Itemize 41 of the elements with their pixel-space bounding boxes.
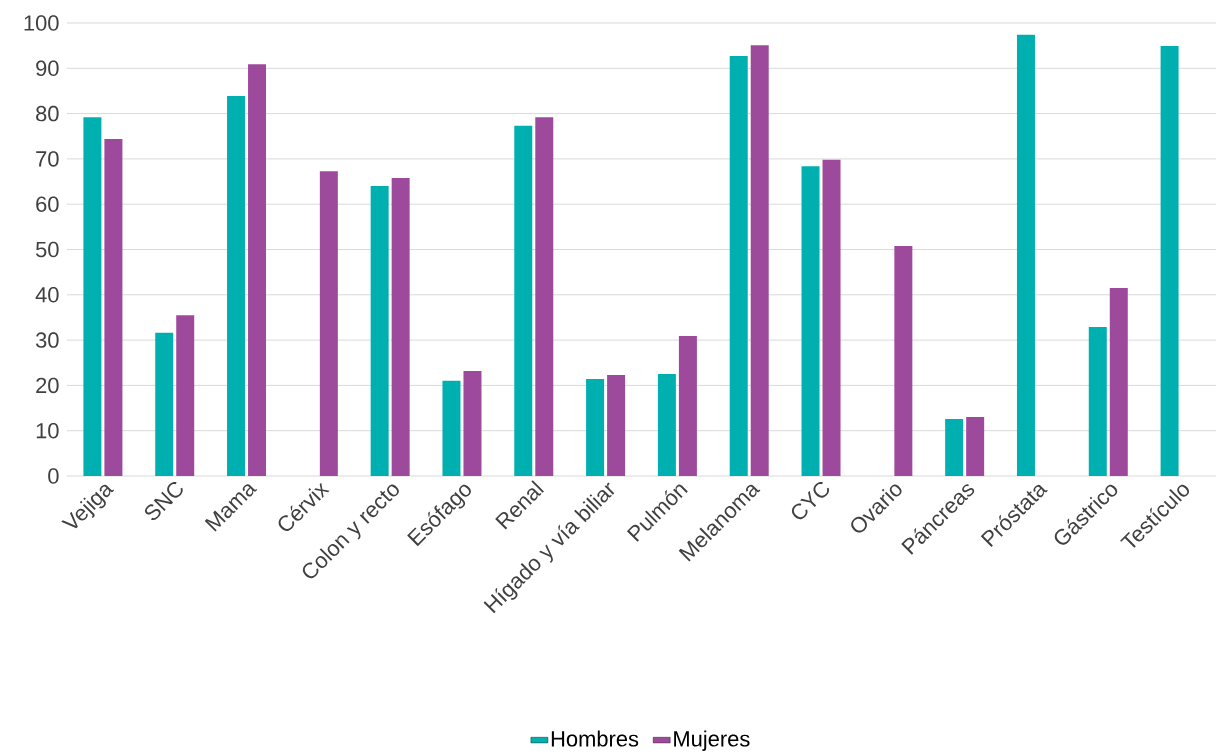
bar [227, 95, 246, 476]
bar [391, 177, 410, 476]
bar [894, 245, 913, 476]
bar [1109, 288, 1128, 476]
bar [176, 315, 195, 476]
bar [1016, 34, 1035, 476]
y-tick-label: 80 [36, 105, 59, 122]
bar [370, 186, 389, 476]
bar [945, 418, 964, 476]
y-tick-label: 100 [24, 15, 59, 31]
bar [319, 171, 338, 476]
bar [1160, 46, 1179, 476]
legend-label: Mujeres [674, 730, 750, 751]
bar [678, 336, 697, 476]
bar [463, 370, 482, 476]
y-tick-label: 20 [36, 377, 59, 394]
y-tick-label: 90 [36, 60, 59, 77]
bar [822, 159, 841, 476]
y-tick-label: 50 [35, 241, 59, 258]
bar [801, 166, 820, 476]
bar [248, 64, 267, 476]
bar [442, 380, 461, 476]
bar [535, 117, 554, 476]
bar [83, 117, 102, 476]
y-tick-label: 30 [35, 332, 59, 348]
legend-label: Hombres [551, 730, 639, 747]
bar [657, 374, 676, 476]
bar [104, 138, 123, 476]
bar [1088, 326, 1107, 476]
y-tick-label: 70 [36, 151, 59, 167]
bar [607, 374, 626, 476]
bar [586, 379, 605, 476]
bar [155, 332, 174, 476]
y-tick-label: 0 [48, 468, 59, 484]
bar [966, 417, 985, 476]
bar [729, 56, 748, 476]
y-tick-label: 40 [35, 287, 59, 303]
bar [750, 45, 769, 476]
bar [514, 125, 533, 476]
y-tick-label: 10 [36, 422, 59, 439]
y-tick-label: 60 [36, 196, 59, 212]
